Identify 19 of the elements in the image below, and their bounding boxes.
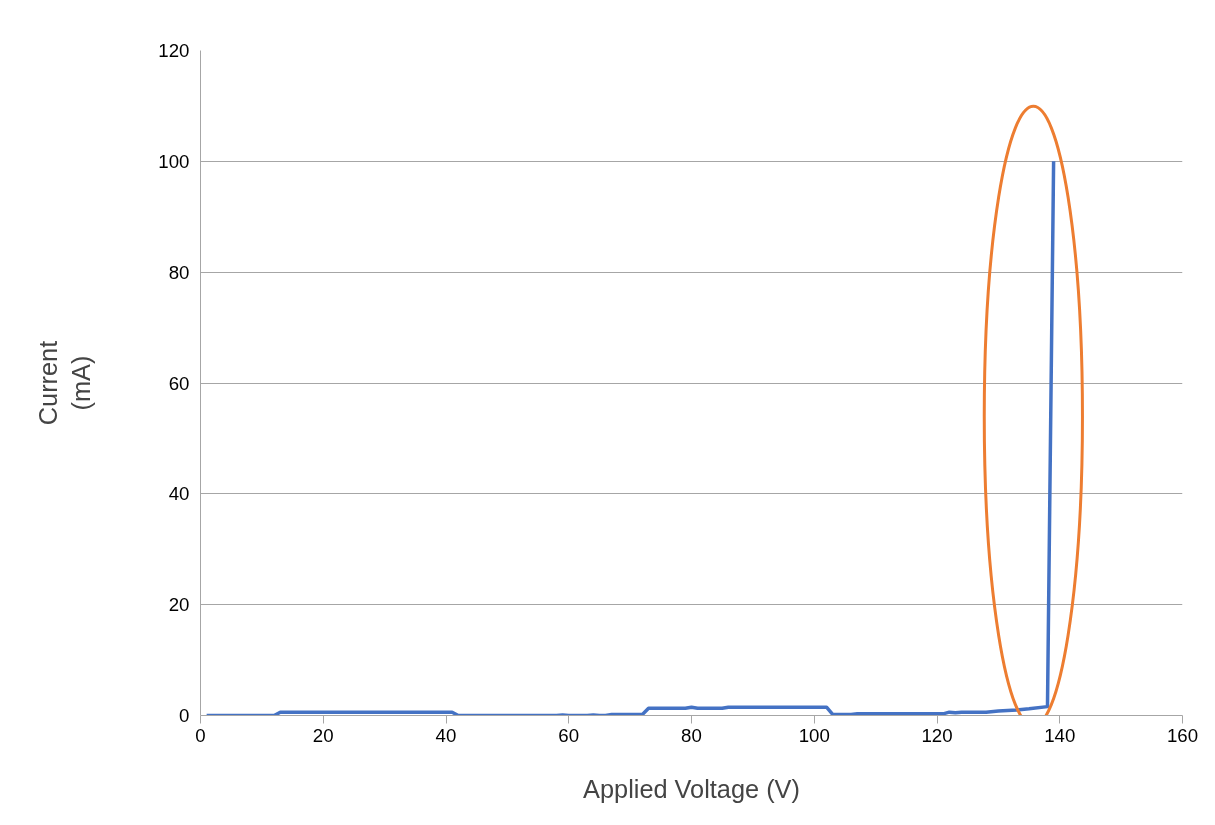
x-tick-label: 100 (798, 724, 830, 746)
y-tick-label: 0 (179, 705, 190, 726)
x-axis-title: Applied Voltage (V) (583, 774, 800, 803)
x-tick-label: 60 (558, 724, 580, 746)
y-tick-label: 100 (158, 150, 190, 172)
x-tick-label: 0 (195, 724, 206, 746)
line-series (204, 159, 1056, 716)
y-axis-title: Current (mA) (33, 340, 96, 426)
y-tick-label: 120 (158, 40, 190, 61)
x-tick-label: 20 (312, 724, 334, 746)
x-tick-label: 120 (921, 724, 953, 746)
y-tick-label: 20 (168, 594, 190, 616)
x-tick-label: 140 (1044, 724, 1076, 746)
y-tick-label: 60 (168, 372, 190, 394)
x-tick-label: 80 (681, 724, 702, 746)
y-tick-label: 80 (168, 261, 190, 283)
x-tick-label: 40 (435, 724, 457, 746)
y-tick-label: 40 (168, 483, 190, 505)
x-tick-label: 160 (1166, 724, 1199, 746)
